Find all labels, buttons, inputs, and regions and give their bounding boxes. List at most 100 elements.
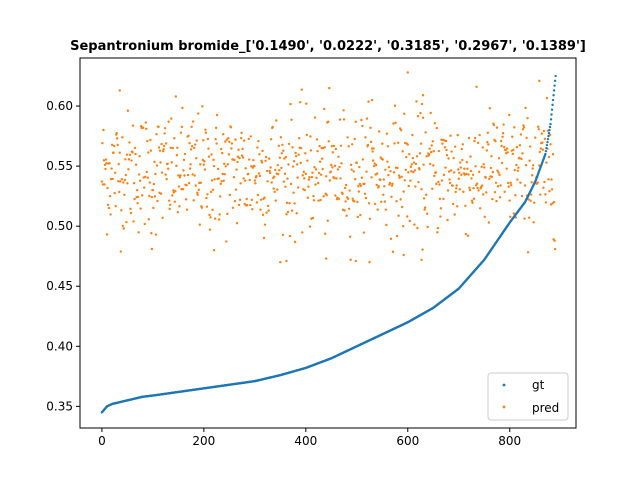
gt-point: [545, 146, 548, 150]
pred-point: [406, 71, 409, 74]
pred-point: [331, 151, 335, 154]
pred-point: [540, 132, 544, 135]
pred-point: [293, 240, 297, 244]
pred-point: [106, 186, 109, 190]
y-tick-label-3: 0.50: [46, 219, 73, 233]
pred-point: [335, 177, 338, 180]
pred-point: [273, 190, 276, 194]
pred-point: [439, 207, 443, 210]
pred-point: [346, 197, 350, 201]
pred-point: [518, 144, 522, 147]
pred-point: [416, 114, 420, 118]
pred-point: [387, 173, 390, 177]
pred-point: [384, 168, 387, 171]
pred-point: [319, 173, 323, 176]
pred-point: [301, 231, 304, 234]
pred-point: [171, 146, 174, 150]
pred-point: [383, 200, 387, 203]
pred-point: [509, 215, 512, 219]
pred-point: [237, 148, 240, 151]
pred-point: [532, 201, 536, 204]
pred-point: [189, 148, 193, 151]
pred-point: [222, 133, 225, 136]
pred-point: [196, 193, 199, 196]
pred-point: [274, 199, 277, 202]
pred-series: [100, 71, 557, 264]
pred-point: [384, 208, 388, 211]
pred-point: [307, 185, 310, 188]
pred-point: [240, 131, 243, 134]
pred-point: [292, 191, 295, 194]
pred-point: [185, 184, 188, 187]
pred-point: [359, 213, 362, 217]
pred-point: [426, 225, 429, 229]
pred-point: [497, 171, 500, 174]
pred-point: [239, 136, 243, 140]
pred-point: [182, 158, 186, 162]
pred-point: [365, 117, 369, 120]
pred-point: [113, 191, 116, 195]
pred-point: [290, 209, 294, 212]
pred-point: [277, 144, 281, 148]
pred-point: [196, 191, 199, 194]
pred-point: [144, 175, 147, 178]
pred-point: [114, 204, 117, 208]
pred-point: [401, 150, 404, 153]
pred-point: [385, 223, 388, 227]
pred-point: [125, 153, 129, 156]
pred-point: [313, 165, 316, 169]
pred-point: [486, 140, 489, 144]
pred-point: [500, 144, 503, 148]
pred-point: [500, 161, 504, 165]
pred-point: [293, 202, 296, 205]
gt-point: [546, 140, 549, 144]
pred-point: [223, 172, 226, 176]
pred-point: [147, 218, 151, 221]
pred-point: [230, 147, 233, 150]
gt-point: [546, 137, 550, 141]
pred-point: [523, 184, 527, 187]
pred-point: [213, 178, 216, 181]
pred-point: [306, 196, 310, 199]
pred-point: [462, 190, 465, 194]
pred-point: [469, 155, 472, 158]
pred-point: [280, 166, 283, 170]
gt-point: [552, 89, 556, 92]
pred-point: [513, 168, 517, 172]
y-tick-label-0: 0.35: [46, 399, 73, 413]
pred-point: [431, 187, 434, 190]
pred-point: [421, 94, 425, 97]
pred-point: [499, 139, 503, 143]
pred-point: [506, 151, 509, 154]
pred-point: [315, 138, 319, 141]
pred-point: [203, 160, 206, 163]
pred-point: [185, 208, 189, 211]
pred-point: [110, 167, 113, 170]
pred-point: [436, 231, 439, 234]
pred-point: [409, 179, 412, 182]
gt-point: [551, 98, 555, 102]
pred-point: [457, 177, 460, 180]
pred-point: [175, 164, 178, 168]
pred-point: [452, 156, 455, 160]
pred-point: [446, 218, 449, 222]
pred-point: [477, 170, 481, 174]
gt-point: [553, 84, 556, 87]
pred-point: [340, 162, 343, 165]
pred-point: [391, 182, 394, 186]
pred-point: [325, 257, 328, 260]
pred-point: [515, 163, 518, 167]
pred-point: [169, 146, 172, 149]
pred-point: [331, 166, 334, 169]
pred-point: [543, 180, 546, 184]
pred-point: [472, 186, 475, 190]
pred-point: [358, 182, 362, 186]
pred-point: [311, 171, 314, 174]
legend-box: [487, 372, 569, 421]
pred-point: [552, 200, 556, 204]
pred-point: [208, 228, 212, 231]
pred-point: [450, 150, 453, 153]
pred-point: [545, 161, 548, 164]
pred-point: [153, 195, 157, 198]
